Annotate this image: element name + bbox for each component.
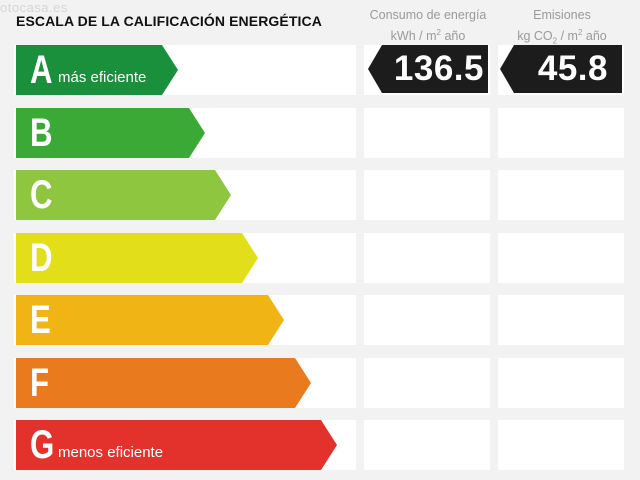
consumo-cell-d [364, 233, 490, 283]
consumo-cell-e [364, 295, 490, 345]
page-title: ESCALA DE LA CALIFICACIÓN ENERGÉTICA [16, 13, 322, 29]
rating-letter: G [30, 423, 55, 467]
rating-arrow-e: E [16, 295, 284, 345]
arrow-shape [16, 45, 178, 95]
rating-label: más eficiente [58, 69, 147, 86]
emisiones-cell-f [498, 358, 624, 408]
arrow-shape [16, 170, 231, 220]
watermark: otocasa.es [0, 0, 68, 15]
emisiones-value-tag: 45.8 [500, 45, 622, 93]
emisiones-cell-e [498, 295, 624, 345]
rating-arrow-b: B [16, 108, 205, 158]
emisiones-value: 45.8 [537, 49, 608, 88]
emisiones-header-line1: Emisiones [533, 8, 591, 22]
rating-letter: E [30, 298, 51, 342]
consumo-header-line1: Consumo de energía [369, 8, 487, 22]
arrow-shape [16, 420, 337, 470]
rating-label: menos eficiente [58, 444, 164, 461]
consumo-cell-b [364, 108, 490, 158]
emisiones-header-line2: kg CO2 / m2 año [517, 28, 607, 46]
emisiones-tag-shape [500, 45, 622, 93]
rating-letter: F [30, 361, 50, 405]
rating-letter: D [30, 236, 53, 280]
consumo-cell-f [364, 358, 490, 408]
rating-arrow-d: D [16, 233, 258, 283]
rating-letter: A [30, 48, 53, 92]
rating-letter: C [30, 173, 53, 217]
emisiones-cell-g [498, 420, 624, 470]
consumo-cell-c [364, 170, 490, 220]
arrow-shape [16, 358, 311, 408]
rating-arrow-f: F [16, 358, 311, 408]
consumo-header-line2: kWh / m2 año [390, 28, 466, 44]
arrow-shape [16, 295, 284, 345]
emisiones-cell-d [498, 233, 624, 283]
consumo-value: 136.5 [393, 49, 484, 88]
emisiones-cell-c [498, 170, 624, 220]
emisiones-cell-b [498, 108, 624, 158]
arrow-shape [16, 233, 258, 283]
emisiones-header: Emisiones kg CO2 / m2 año [498, 6, 626, 51]
consumo-value-tag: 136.5 [368, 45, 488, 93]
rating-letter: B [30, 111, 53, 155]
consumo-tag-shape [368, 45, 488, 93]
arrow-shape [16, 108, 205, 158]
rating-arrow-c: C [16, 170, 231, 220]
consumo-header: Consumo de energía kWh / m2 año [364, 6, 492, 45]
consumo-cell-g [364, 420, 490, 470]
